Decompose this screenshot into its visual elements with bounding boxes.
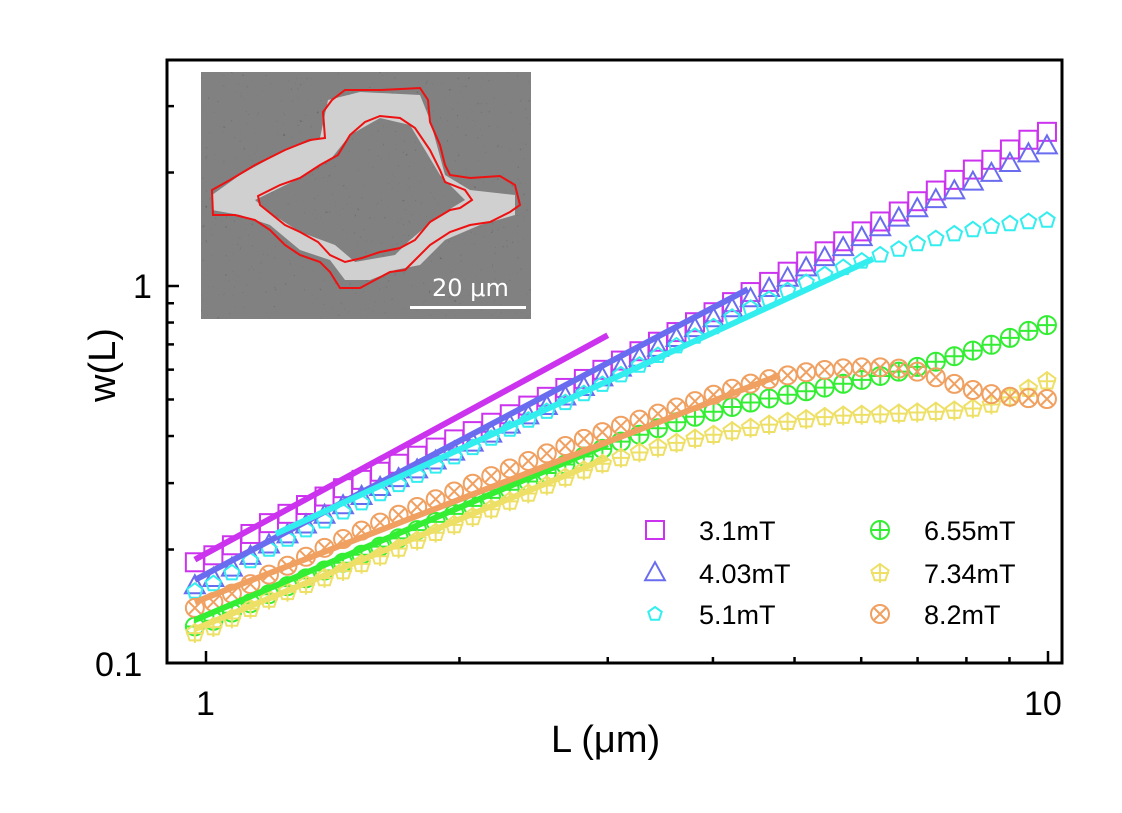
y-tick-label-1: 1 [133, 268, 152, 306]
legend: 3.1mT 4.03mT 5.1mT 6.55mT 7.34mT 8.2mT [643, 516, 1016, 630]
axes-frame [165, 58, 1064, 665]
legend-item: 4.03mT [643, 559, 791, 589]
inner-contour [256, 114, 474, 264]
y-axis-title: w(L) [82, 328, 124, 403]
inset-micrograph: 20 μm [201, 72, 531, 319]
series-8.2mT [184, 357, 1057, 618]
outer-contour [210, 86, 522, 289]
axis-ticks [167, 104, 1050, 665]
legend-item: 5.1mT [647, 600, 776, 630]
y-tick-label-0.1: 0.1 [95, 646, 142, 684]
legend-label: 6.55mT [924, 516, 1016, 546]
legend-item: 7.34mT [870, 559, 1016, 589]
domain-wall-band [212, 92, 515, 280]
x-axis-title: L (μm) [551, 719, 660, 761]
legend-item: 6.55mT [870, 516, 1016, 546]
fit-line-3.1mT [193, 332, 610, 563]
fit-line-7.34mT [193, 455, 609, 632]
fit-line-8.2mT [193, 372, 781, 605]
fit-line-5.1mT [274, 256, 875, 537]
fit-line-6.55mT [193, 441, 609, 623]
x-tick-label-1: 1 [196, 685, 215, 723]
legend-item: 8.2mT [870, 600, 1001, 630]
legend-label: 8.2mT [924, 600, 1001, 630]
legend-label: 3.1mT [699, 516, 776, 546]
plot-area [183, 121, 1059, 644]
legend-item: 3.1mT [645, 516, 776, 546]
x-tick-label-10: 10 [1024, 685, 1062, 723]
legend-label: 4.03mT [699, 559, 791, 589]
scale-bar [410, 306, 526, 309]
legend-label: 7.34mT [924, 559, 1016, 589]
scale-bar-label: 20 μm [432, 274, 509, 302]
legend-label: 5.1mT [699, 600, 776, 630]
